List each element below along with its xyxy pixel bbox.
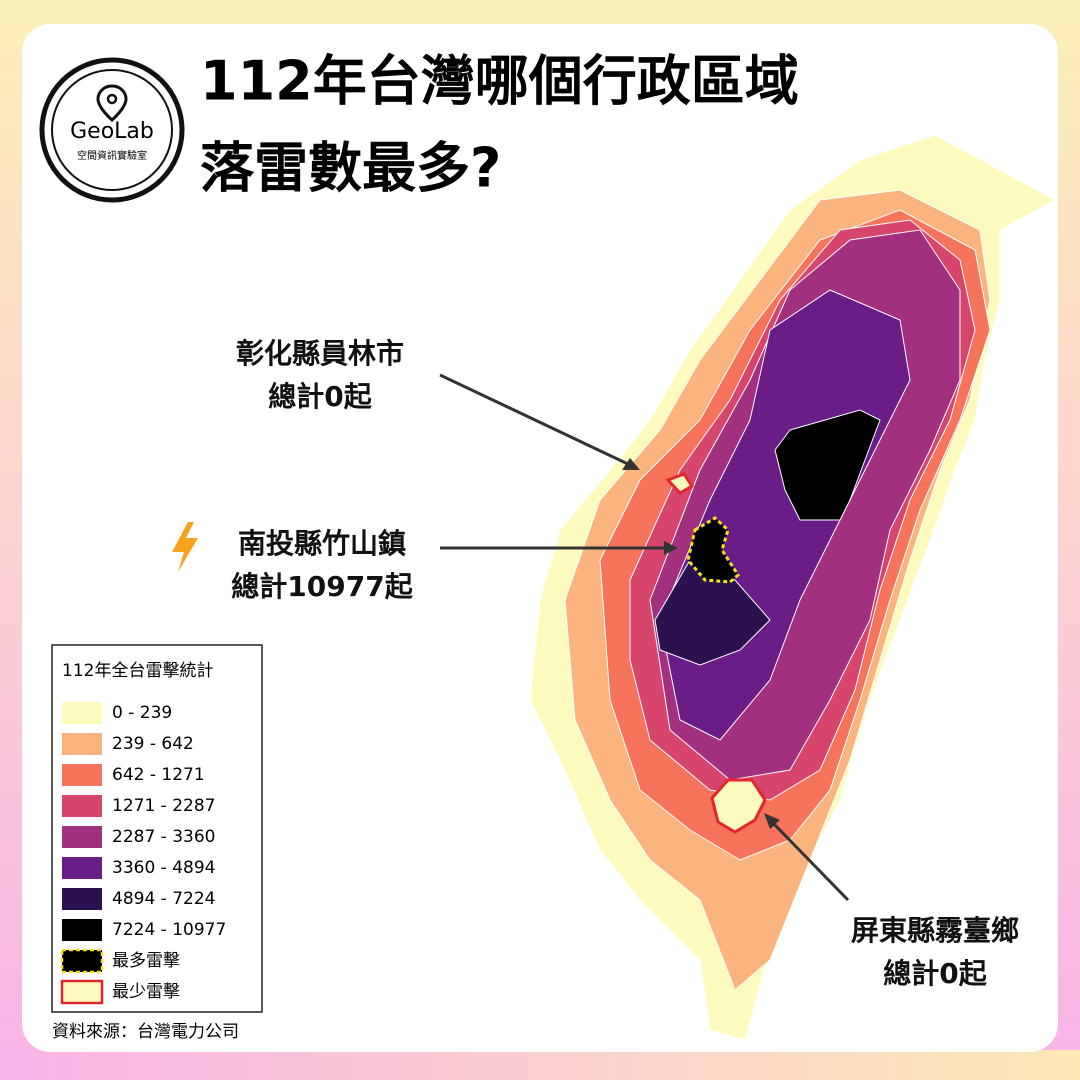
max-region: [686, 516, 740, 584]
legend-label: 2287 - 3360: [112, 827, 215, 847]
legend-label: 0 - 239: [112, 703, 172, 723]
map: [529, 134, 1057, 1041]
legend-label: 7224 - 10977: [112, 920, 226, 940]
annotation-total: 總計0起: [883, 957, 987, 990]
legend-label: 1271 - 2287: [112, 796, 215, 816]
legend-swatch: [60, 979, 104, 1005]
legend-swatch: [62, 888, 102, 910]
legend-swatch: [62, 919, 102, 941]
logo-subtitle: 空間資訊實驗室: [77, 149, 147, 162]
annotation-place: 彰化縣員林市: [236, 337, 404, 370]
legend-label: 最少雷擊: [112, 982, 180, 1002]
legend-label: 239 - 642: [112, 734, 194, 754]
annotation: 屏東縣霧臺鄉 總計0起: [764, 813, 1022, 993]
legend-swatch: [62, 826, 102, 848]
logo-name: GeoLab: [70, 119, 154, 144]
min-region: [710, 778, 767, 834]
annotation-place: 屏東縣霧臺鄉: [851, 914, 1019, 947]
annotation: 彰化縣員林市 總計0起: [233, 334, 640, 470]
region: [774, 409, 881, 521]
annotation-place: 南投縣竹山鎮: [238, 527, 406, 560]
legend-swatch: [62, 795, 102, 817]
source: 資料來源：台灣電力公司: [52, 1022, 239, 1042]
min-region: [665, 472, 695, 495]
legend-label: 3360 - 4894: [112, 858, 215, 878]
legend-swatch: [62, 764, 102, 786]
legend-swatch: [62, 733, 102, 755]
logo: GeoLab 空間資訊實驗室: [39, 57, 185, 203]
bottom-bar: [0, 1050, 1080, 1080]
legend-swatch: [62, 702, 102, 724]
legend-swatch: [60, 948, 104, 974]
annotation-total: 總計0起: [268, 380, 372, 413]
legend-swatch: [62, 857, 102, 879]
annotation-total: 總計10977起: [231, 570, 413, 603]
legend-label: 4894 - 7224: [112, 889, 215, 909]
annotation: 南投縣竹山鎮 總計10977起: [172, 522, 678, 606]
legend: 112年全台雷擊統計 0 - 239 239 - 642 642 - 1271 127…: [51, 644, 263, 1013]
legend-label: 最多雷擊: [112, 951, 180, 971]
legend-title: 112年全台雷擊統計: [62, 661, 213, 681]
title-line: 112年台灣哪個行政區域: [200, 50, 799, 113]
legend-label: 642 - 1271: [112, 765, 205, 785]
lightning-icon: [172, 522, 198, 572]
title-line: 落雷數最多?: [200, 137, 501, 200]
